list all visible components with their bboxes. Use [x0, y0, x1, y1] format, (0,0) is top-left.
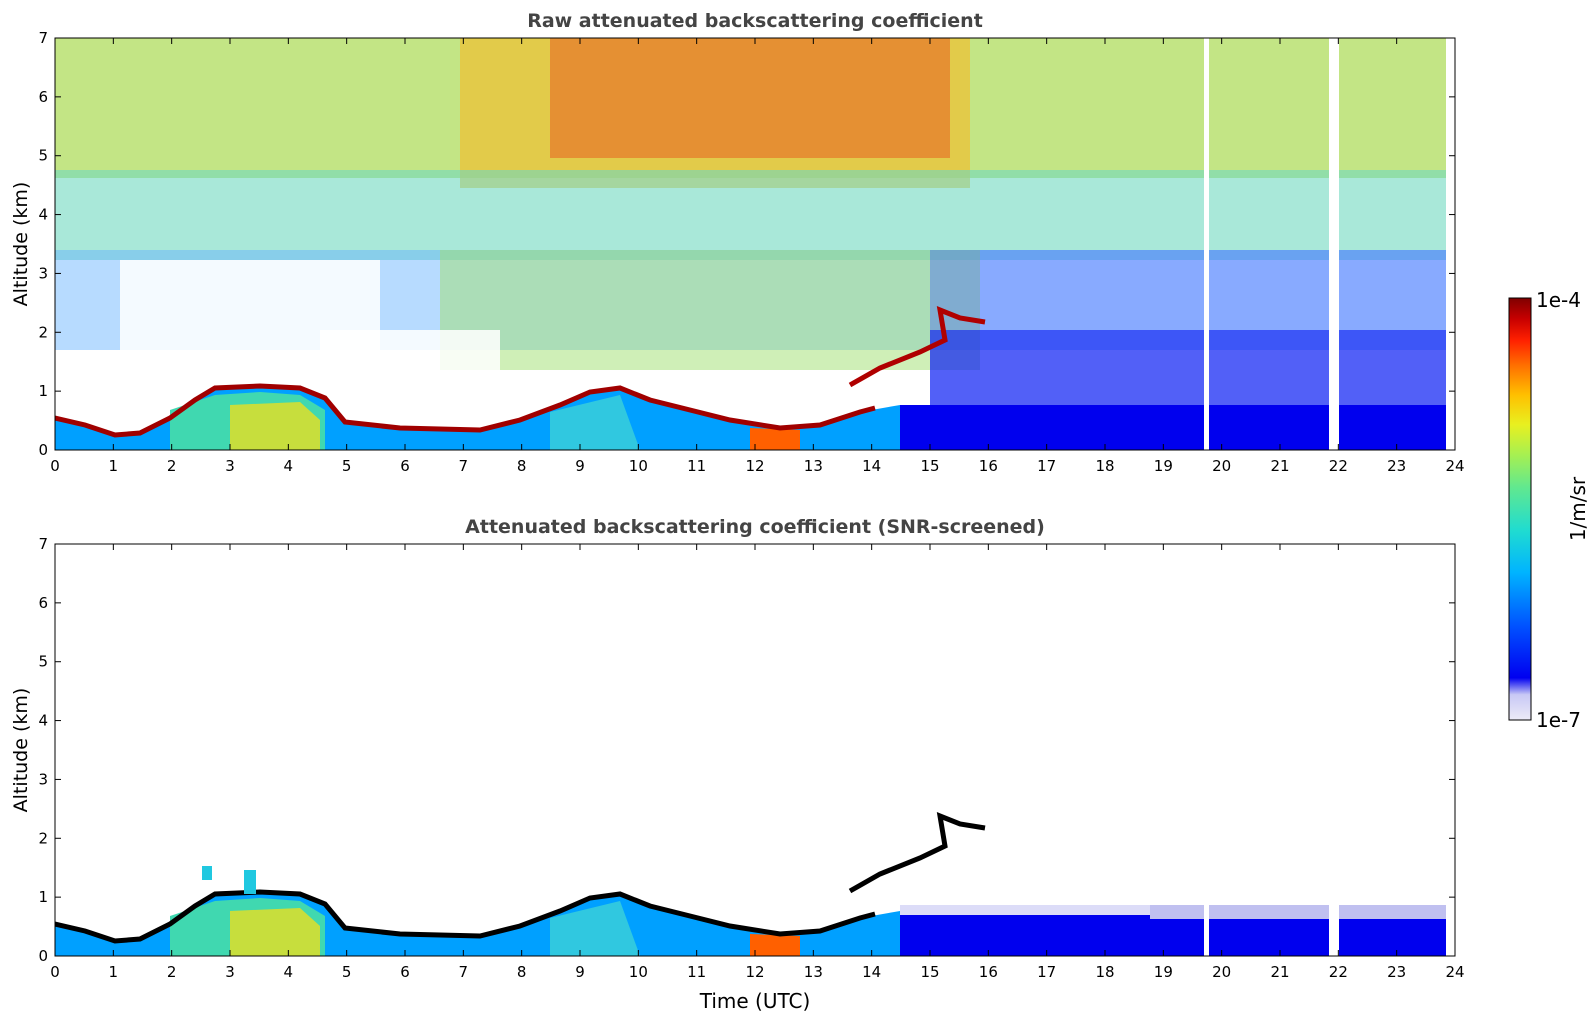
top-y-tick-label: 4: [38, 206, 48, 224]
bottom-y-axis-label: Altitude (km): [10, 688, 32, 813]
bottom-x-tick-label: 4: [284, 963, 294, 981]
top-x-tick-label: 16: [979, 457, 998, 475]
top-x-tick-label: 24: [1445, 457, 1464, 475]
bottom-x-tick-label: 19: [1154, 963, 1173, 981]
bottom-x-tick-label: 24: [1445, 963, 1464, 981]
top-x-tick-label: 10: [629, 457, 648, 475]
top-x-tick-label: 23: [1387, 457, 1406, 475]
screened-backscatter-panel: Attenuated backscattering coefficient (S…: [10, 516, 1465, 1013]
bottom-y-tick-label: 1: [38, 888, 48, 906]
bottom-x-tick-label: 8: [517, 963, 527, 981]
bottom-panel-title: Attenuated backscattering coefficient (S…: [465, 516, 1045, 538]
top-x-tick-label: 19: [1154, 457, 1173, 475]
top-x-tick-label: 4: [284, 457, 294, 475]
bottom-x-axis: 0 1 2 3 4 5 6 7 8 9 10 11 12 13 14 15 16 17 18 19 20 21 22 23 24: [50, 544, 1465, 981]
bottom-y-tick-label: 4: [38, 712, 48, 730]
top-x-tick-label: 2: [167, 457, 177, 475]
bottom-x-tick-label: 15: [920, 963, 939, 981]
top-x-tick-label: 6: [400, 457, 410, 475]
bottom-data-gap-1: [1204, 544, 1209, 956]
bottom-x-tick-label: 17: [1037, 963, 1056, 981]
top-heatmap-field: [55, 38, 1455, 450]
top-x-tick-label: 12: [745, 457, 764, 475]
top-x-tick-label: 20: [1212, 457, 1231, 475]
colorbar-unit-label: 1/m/sr: [1566, 476, 1590, 541]
top-x-tick-label: 3: [225, 457, 235, 475]
bottom-y-tick-label: 0: [38, 947, 48, 965]
bottom-heatmap-field: [55, 544, 1455, 956]
top-y-axis: 0 1 2 3 4 5 6 7: [38, 29, 1455, 459]
top-x-tick-label: 22: [1329, 457, 1348, 475]
colorbar-min-label: 1e-7: [1536, 708, 1581, 732]
raw-backscatter-panel: Raw attenuated backscattering coefficien…: [10, 10, 1465, 475]
bottom-x-tick-label: 7: [459, 963, 469, 981]
bottom-y-axis: 0 1 2 3 4 5 6 7: [38, 535, 1455, 965]
colorbar: 1e-4 1e-7 1/m/sr: [1508, 288, 1590, 732]
bottom-x-tick-label: 0: [50, 963, 60, 981]
top-x-tick-label: 11: [687, 457, 706, 475]
top-x-tick-label: 9: [575, 457, 585, 475]
top-x-tick-label: 7: [459, 457, 469, 475]
bottom-x-tick-label: 22: [1329, 963, 1348, 981]
top-x-axis: 0 1 2 3 4 5 6 7 8 9 10 11 12 13 14 15 16 17 18 19 20 21 22 23 24: [50, 38, 1465, 475]
bottom-x-tick-label: 6: [400, 963, 410, 981]
bottom-data-gap-2: [1329, 544, 1339, 956]
bottom-aerosol-layer-top: [55, 889, 876, 944]
bottom-x-tick-label: 3: [225, 963, 235, 981]
bottom-x-tick-label: 18: [1095, 963, 1114, 981]
bottom-elevated-layer: [848, 812, 986, 894]
top-x-tick-label: 21: [1270, 457, 1289, 475]
top-y-tick-label: 0: [38, 441, 48, 459]
bottom-x-tick-label: 21: [1270, 963, 1289, 981]
top-data-gap-1: [1204, 38, 1209, 450]
bottom-y-tick-label: 6: [38, 594, 48, 612]
bottom-x-tick-label: 2: [167, 963, 177, 981]
bottom-x-tick-label: 23: [1387, 963, 1406, 981]
top-elevated-layer: [848, 306, 986, 388]
top-x-tick-label: 5: [342, 457, 352, 475]
bottom-x-tick-label: 20: [1212, 963, 1231, 981]
bottom-x-tick-label: 11: [687, 963, 706, 981]
colorbar-gradient: [1508, 297, 1532, 721]
bottom-y-tick-label: 5: [38, 653, 48, 671]
bottom-y-tick-label: 7: [38, 535, 48, 553]
top-x-tick-label: 15: [920, 457, 939, 475]
top-y-tick-label: 6: [38, 88, 48, 106]
top-x-tick-label: 17: [1037, 457, 1056, 475]
top-data-gap-2: [1329, 38, 1339, 450]
bottom-x-tick-label: 1: [109, 963, 119, 981]
bottom-x-tick-label: 13: [804, 963, 823, 981]
top-y-tick-label: 7: [38, 29, 48, 47]
top-y-tick-label: 2: [38, 323, 48, 341]
bottom-x-tick-label: 16: [979, 963, 998, 981]
bottom-y-tick-label: 3: [38, 770, 48, 788]
bottom-x-tick-label: 9: [575, 963, 585, 981]
bottom-y-tick-label: 2: [38, 829, 48, 847]
top-y-axis-label: Altitude (km): [10, 182, 32, 307]
top-x-tick-label: 8: [517, 457, 527, 475]
bottom-x-tick-label: 12: [745, 963, 764, 981]
bottom-x-tick-label: 14: [862, 963, 881, 981]
top-x-tick-label: 18: [1095, 457, 1114, 475]
bottom-x-axis-label: Time (UTC): [699, 989, 811, 1013]
top-y-tick-label: 1: [38, 382, 48, 400]
top-x-tick-label: 13: [804, 457, 823, 475]
top-y-tick-label: 5: [38, 147, 48, 165]
top-x-tick-label: 0: [50, 457, 60, 475]
top-y-tick-label: 3: [38, 264, 48, 282]
colorbar-max-label: 1e-4: [1536, 288, 1581, 312]
top-x-tick-label: 14: [862, 457, 881, 475]
bottom-x-tick-label: 5: [342, 963, 352, 981]
top-panel-title: Raw attenuated backscattering coefficien…: [527, 10, 983, 32]
top-x-tick-label: 1: [109, 457, 119, 475]
top-aerosol-layer-top: [55, 383, 876, 438]
bottom-x-tick-label: 10: [629, 963, 648, 981]
